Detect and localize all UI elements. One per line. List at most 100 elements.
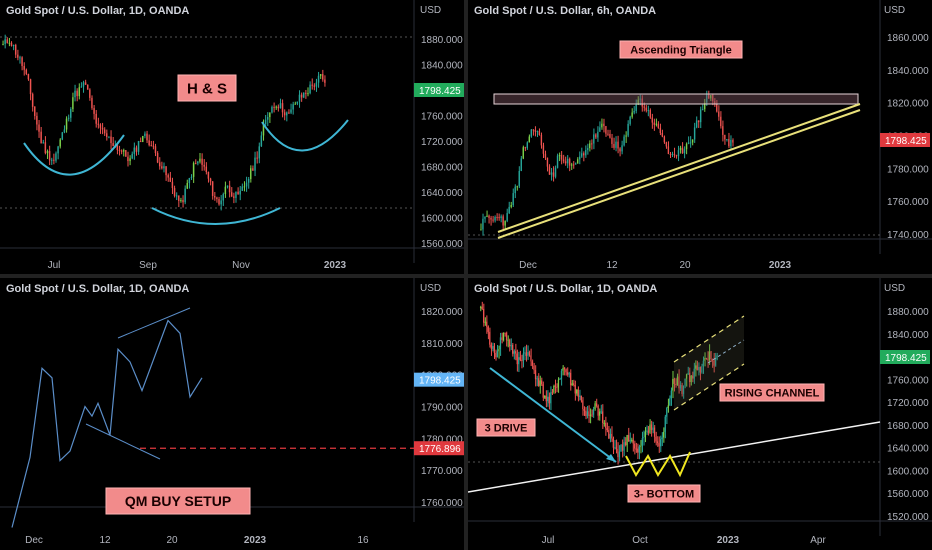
chart-panel-4[interactable]: 1880.0001840.0001800.0001760.0001720.000… (468, 278, 932, 550)
candle-body (125, 150, 127, 157)
last-price-label: 1776.896 (419, 444, 461, 455)
pattern-label-box (627, 484, 701, 503)
candle-body (542, 384, 544, 398)
candle-body (615, 447, 617, 449)
drive-arrow (489, 367, 617, 463)
candle-body (583, 153, 585, 156)
candle-body (17, 54, 19, 58)
candle-body (8, 42, 11, 44)
candle-body (647, 110, 649, 112)
candle-body (533, 365, 535, 371)
x-tick-label: 2023 (717, 535, 740, 546)
candle-body (540, 134, 543, 146)
chart-canvas-4[interactable]: 1880.0001840.0001800.0001760.0001720.000… (468, 278, 932, 550)
candle-body (504, 332, 506, 334)
chart-panel-2[interactable]: 1860.0001840.0001820.0001800.0001780.000… (468, 0, 932, 274)
candle-body (707, 358, 709, 361)
candle-body (220, 200, 222, 205)
y-tick-label: 1780.000 (421, 434, 463, 445)
candle-body (705, 94, 708, 103)
candle-body (479, 306, 482, 308)
channel-mid (707, 339, 745, 364)
y-tick-label: 1640.000 (887, 444, 929, 455)
support-trendline (497, 103, 861, 233)
candle-body (643, 106, 645, 108)
candle-body (108, 136, 110, 138)
candle-body (36, 115, 38, 125)
candle-body (650, 424, 653, 430)
candle-body (589, 143, 591, 149)
candle-body (663, 431, 665, 438)
candle-body (599, 127, 601, 132)
candle-body (573, 383, 575, 385)
y-tick-label: 1840.000 (887, 66, 929, 77)
candle-body (603, 422, 605, 424)
candle-body (623, 136, 625, 146)
panel-divider-horizontal[interactable] (0, 274, 932, 278)
candle-body (684, 378, 686, 386)
candle-body (525, 352, 527, 356)
candle-body (254, 157, 256, 171)
candle-body (233, 196, 235, 198)
pattern-label: QM BUY SETUP (125, 493, 231, 509)
candle-body (651, 117, 653, 123)
candle-body (550, 392, 552, 404)
candle-body (579, 395, 581, 397)
candle-body (675, 155, 678, 157)
x-tick-label: 16 (357, 535, 369, 546)
candle-body (687, 142, 690, 144)
candle-body (78, 87, 80, 97)
candle-body (661, 437, 663, 440)
chart-canvas-3[interactable]: 1820.0001810.0001800.0001790.0001780.000… (0, 278, 464, 550)
last-price-badge (414, 372, 464, 387)
candle-body (534, 129, 537, 132)
candle-body (199, 158, 201, 162)
candle-body (530, 129, 533, 137)
head-arc (151, 207, 281, 225)
y-tick-label: 1680.000 (421, 163, 463, 174)
candle-body (531, 361, 534, 366)
candle-body (103, 129, 106, 134)
candle-body (536, 130, 539, 132)
candle-body (292, 104, 294, 110)
last-price-label: 1798.425 (419, 376, 461, 387)
candle-body (624, 442, 627, 446)
candle-body (305, 92, 307, 94)
x-tick-label: 2023 (324, 260, 347, 271)
pattern-label-box (105, 487, 251, 515)
chart-canvas-1[interactable]: 1880.0001840.0001800.0001760.0001720.000… (0, 0, 464, 274)
chart-title: Gold Spot / U.S. Dollar, 1D, OANDA (474, 283, 658, 295)
candle-body (568, 158, 571, 166)
candle-body (609, 134, 611, 138)
candle-body (116, 145, 119, 151)
triple-bottom-zigzag (625, 451, 691, 478)
candle-body (256, 157, 258, 159)
candle-body (499, 337, 501, 350)
candle-body (539, 380, 541, 386)
candle-body (129, 158, 131, 162)
candle-body (34, 106, 36, 116)
candle-body (273, 106, 275, 108)
candle-body (178, 195, 180, 201)
pattern-label: Ascending Triangle (630, 44, 731, 56)
y-tick-label: 1720.000 (421, 137, 463, 148)
candle-body (86, 84, 89, 90)
chart-panel-3[interactable]: 1820.0001810.0001800.0001790.0001780.000… (0, 278, 464, 550)
candle-body (547, 396, 549, 402)
chart-canvas-2[interactable]: 1860.0001840.0001820.0001800.0001780.000… (468, 0, 932, 274)
candle-body (486, 215, 488, 217)
x-tick-label: Jul (542, 535, 555, 546)
candle-body (633, 110, 635, 113)
candle-body (484, 216, 486, 219)
chart-panel-1[interactable]: 1880.0001840.0001800.0001760.0001720.000… (0, 0, 464, 274)
candle-body (135, 147, 138, 152)
candle-body (118, 150, 121, 152)
candle-body (595, 134, 597, 138)
candle-body (655, 123, 657, 125)
candle-body (617, 141, 619, 149)
candle-body (250, 168, 252, 179)
candle-body (557, 379, 559, 388)
candle-body (487, 326, 489, 332)
candle-body (156, 153, 159, 163)
candle-body (676, 376, 678, 386)
